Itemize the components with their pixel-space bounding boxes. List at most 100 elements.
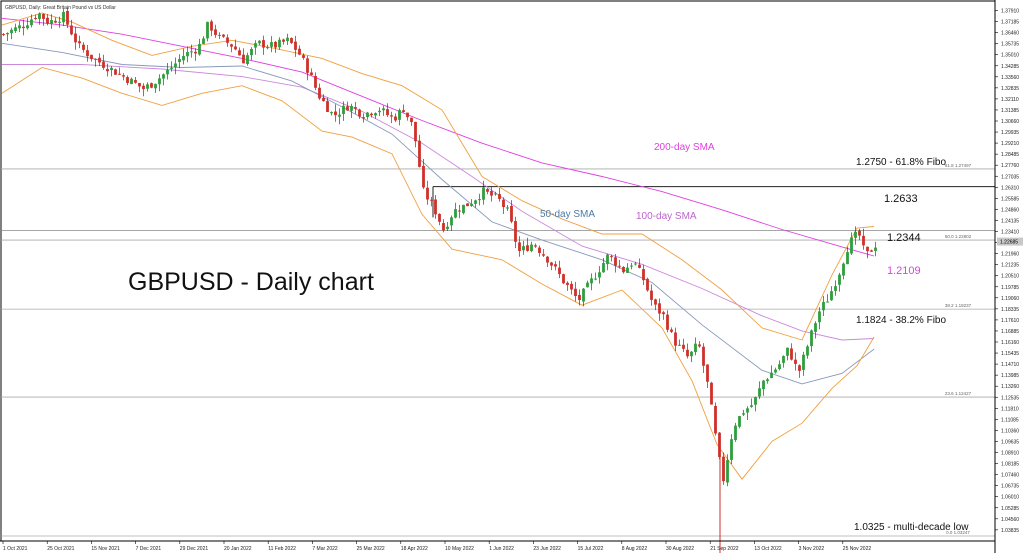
- candle-bull: [630, 265, 633, 267]
- candle-bear: [298, 48, 301, 55]
- candle-bull: [626, 267, 629, 273]
- candle-bull: [166, 69, 169, 75]
- candle-bull: [730, 439, 733, 460]
- candle-bear: [650, 290, 653, 300]
- y-tick-label: 1.07460: [1001, 473, 1019, 479]
- candle-bear: [466, 203, 469, 207]
- candle-bull: [378, 110, 381, 113]
- chart-caption: GBPUSD, Daily: Great Britain Pound vs US…: [5, 5, 116, 11]
- candle-bull: [738, 416, 741, 427]
- candle-bear: [294, 41, 297, 50]
- candle-bull: [198, 43, 201, 55]
- x-tick-label: 23 Jun 2022: [533, 546, 561, 552]
- x-tick-label: 11 Feb 2022: [268, 546, 296, 552]
- y-tick-label: 1.19785: [1001, 285, 1019, 291]
- candle-bear: [670, 329, 673, 332]
- candle-bear: [242, 54, 245, 64]
- y-tick-label: 1.04560: [1001, 517, 1019, 523]
- candle-bear: [346, 106, 349, 111]
- candle-bear: [698, 344, 701, 347]
- candle-bear: [538, 247, 541, 253]
- candle-bull: [586, 282, 589, 288]
- candle-bull: [154, 83, 157, 89]
- current-price-box: [997, 237, 1023, 246]
- candle-bear: [234, 46, 237, 50]
- candle-bear: [722, 456, 725, 482]
- candle-bull: [830, 291, 833, 301]
- candle-bear: [674, 332, 677, 346]
- candle-bear: [322, 98, 325, 102]
- candle-bull: [286, 37, 289, 42]
- candle-bear: [434, 199, 437, 215]
- candle-bear: [150, 83, 153, 88]
- candle-bear: [82, 44, 85, 50]
- candle-bull: [530, 244, 533, 252]
- candle-bear: [426, 187, 429, 200]
- candle-bear: [86, 50, 89, 57]
- x-tick-label: 25 Nov 2022: [843, 546, 872, 552]
- candle-bear: [798, 365, 801, 371]
- candle-bear: [402, 110, 405, 112]
- candle-bear: [78, 41, 81, 44]
- candle-bear: [142, 85, 145, 90]
- candle-bear: [578, 294, 581, 301]
- candle-bear: [662, 312, 665, 315]
- candle-bear: [490, 191, 493, 196]
- x-tick-label: 29 Dec 2021: [180, 546, 209, 552]
- candle-bear: [310, 72, 313, 75]
- series-bollinger-upper: [1, 12, 875, 341]
- candle-bull: [146, 84, 149, 89]
- y-tick-label: 1.21235: [1001, 263, 1019, 269]
- y-tick-label: 1.35010: [1001, 53, 1019, 59]
- candle-bear: [498, 194, 501, 199]
- candle-bull: [482, 187, 485, 200]
- y-tick-label: 1.33560: [1001, 75, 1019, 81]
- y-tick-label: 1.13260: [1001, 384, 1019, 390]
- candle-bull: [454, 209, 457, 218]
- candle-bear: [502, 199, 505, 208]
- candle-bear: [126, 77, 129, 83]
- y-tick-label: 1.21960: [1001, 252, 1019, 258]
- y-tick-label: 1.16160: [1001, 340, 1019, 346]
- x-tick-label: 7 Mar 2022: [312, 546, 338, 552]
- candle-bull: [802, 354, 805, 370]
- candle-bull: [398, 110, 401, 120]
- candle-bull: [766, 379, 769, 382]
- candle-bear: [394, 116, 397, 121]
- x-tick-label: 13 Oct 2022: [754, 546, 781, 552]
- y-tick-label: 1.29210: [1001, 141, 1019, 147]
- annotation-label: 1.1824 - 38.2% Fibo: [856, 315, 946, 326]
- candle-bear: [118, 73, 121, 75]
- candle-bear: [858, 230, 861, 236]
- candle-bear: [306, 58, 309, 73]
- candle-bear: [610, 256, 613, 258]
- candle-bull: [778, 364, 781, 370]
- candle-bull: [258, 40, 261, 44]
- candle-bull: [94, 58, 97, 60]
- y-tick-label: 1.26310: [1001, 185, 1019, 191]
- y-tick-label: 1.13985: [1001, 373, 1019, 379]
- candle-bull: [854, 231, 857, 238]
- candle-bull: [202, 38, 205, 44]
- candle-bear: [442, 223, 445, 231]
- candle-bull: [690, 351, 693, 357]
- y-tick-label: 1.03835: [1001, 528, 1019, 534]
- y-tick-label: 1.27035: [1001, 174, 1019, 180]
- candle-bull: [14, 27, 17, 32]
- candle-bull: [462, 204, 465, 214]
- candle-bull: [742, 413, 745, 415]
- x-tick-label: 20 Jan 2022: [224, 546, 252, 552]
- candle-bear: [98, 57, 101, 63]
- candle-bear: [22, 26, 25, 29]
- y-tick-label: 1.12535: [1001, 395, 1019, 401]
- chart-title: GBPUSD - Daily chart: [128, 268, 374, 296]
- series-200-day-sma: [1, 17, 875, 257]
- y-tick-label: 1.32110: [1001, 97, 1019, 103]
- candle-bear: [702, 346, 705, 366]
- candle-bull: [774, 369, 777, 373]
- candle-bear: [262, 40, 265, 48]
- candle-bull: [734, 425, 737, 440]
- candle-bear: [638, 264, 641, 268]
- annotation-label: 200-day SMA: [654, 142, 715, 153]
- candle-bear: [302, 55, 305, 58]
